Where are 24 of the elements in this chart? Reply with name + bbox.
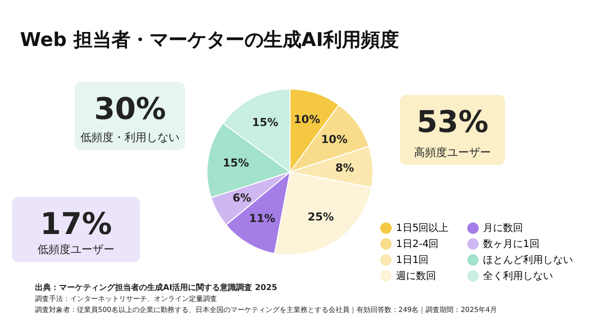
data-label: 8% [335,162,354,175]
legend-label: ほとんど利用しない [483,254,573,266]
text: 30% [94,92,166,127]
text: 低頻度・利用しない [80,131,180,144]
legend-label: 月に数回 [483,223,523,234]
chart-title: Web 担当者・マーケターの生成AI利用頻度 [20,29,400,51]
source-note: 出典：マーケティング担当者の生成AI活用に関する意識調査 2025 [35,283,278,292]
data-label: 15% [222,156,250,170]
data-label: 10% [294,112,320,126]
legend-label: 全く利用しない [483,270,553,282]
data-label: 11% [248,212,276,226]
legend-label: 週に数回 [396,271,436,282]
legend-label: 1日2-4回 [396,239,439,250]
data-label: 15% [252,116,278,130]
text: 高頻度ユーザー [414,146,491,159]
data-label: 25% [308,210,334,224]
data-label: 10% [321,132,348,146]
legend-label: 数ヶ月に1回 [483,239,540,250]
data-label: 6% [232,191,252,204]
text: 17% [40,207,112,242]
legend-label: 1日1回 [396,255,429,266]
text: 低頻度ユーザー [38,243,114,256]
text: 53% [416,105,488,140]
legend-label: 1日5回以上 [396,222,449,234]
